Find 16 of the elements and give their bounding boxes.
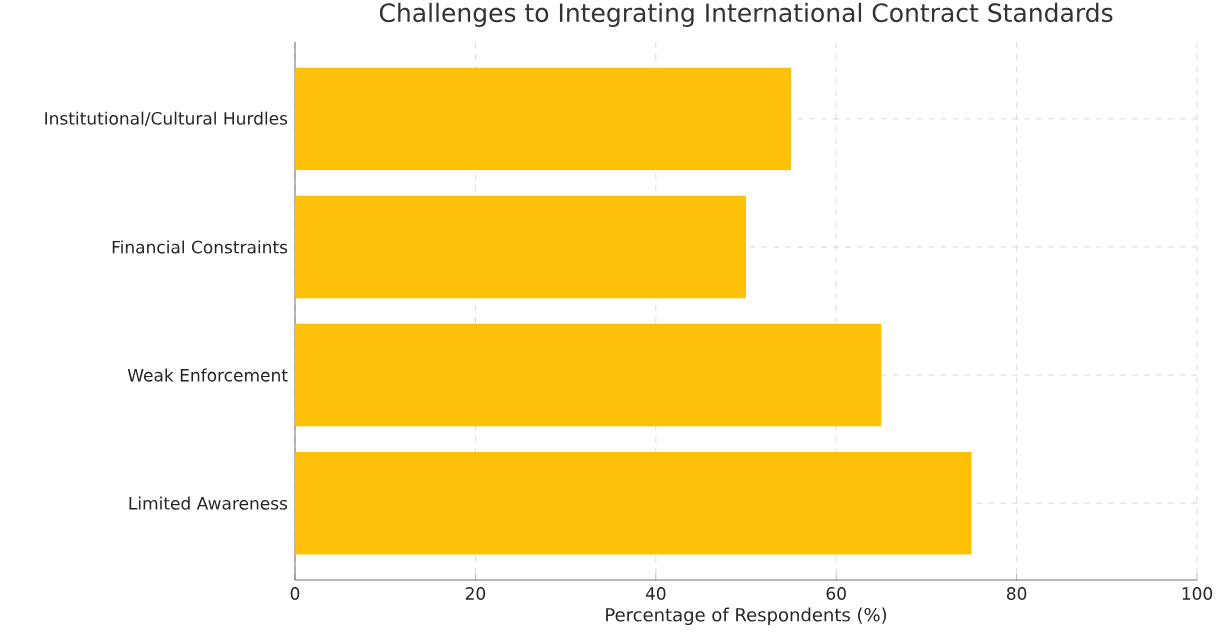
x-tick-label: 100 <box>1182 587 1213 600</box>
x-axis-title: Percentage of Respondents (%) <box>606 607 887 626</box>
y-tick-label: Limited Awareness <box>129 496 288 510</box>
bar <box>295 195 746 299</box>
x-tick-label: 20 <box>465 587 486 600</box>
bar <box>295 451 972 555</box>
y-tick-label: Institutional/Cultural Hurdles <box>45 111 288 127</box>
x-tick-label: 60 <box>826 587 846 600</box>
y-tick-label: Financial Constraints <box>112 240 288 254</box>
bar <box>295 67 792 171</box>
x-tick-label: 40 <box>645 587 666 600</box>
bar <box>295 323 882 427</box>
y-tick-label: Weak Enforcement <box>127 368 288 382</box>
x-tick-label: 80 <box>1006 587 1027 600</box>
x-tick-label: 0 <box>290 587 300 600</box>
chart-title: Challenges to Integrating International Contract Standards <box>379 2 1113 27</box>
